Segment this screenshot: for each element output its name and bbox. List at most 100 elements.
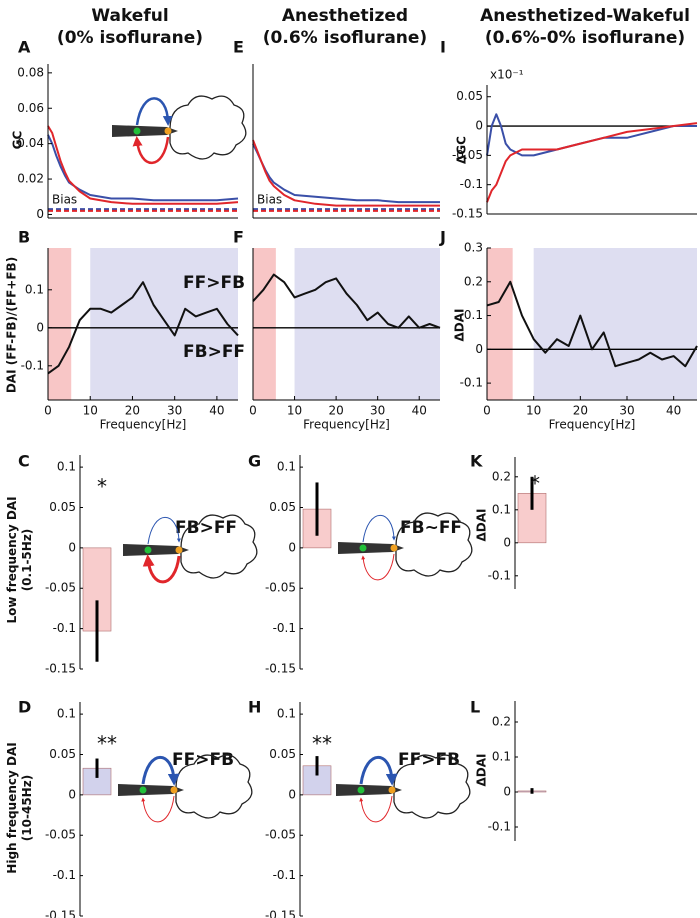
x-axis-label: Frequency[Hz]	[303, 418, 390, 432]
y-tick-label: -0.1	[460, 177, 483, 191]
x-tick-label: 40	[412, 404, 427, 418]
series-line	[486, 113, 697, 157]
annotation: FF>FB	[172, 750, 234, 770]
recording-site	[133, 127, 141, 135]
y-tick-label: -0.1	[21, 358, 44, 372]
annotation: Bias	[52, 193, 77, 207]
fb-arrow	[132, 136, 170, 165]
schematic	[112, 95, 247, 165]
y-tick-label: 0.2	[492, 469, 511, 483]
panel-letter: A	[18, 38, 31, 57]
x-tick-label: 40	[666, 404, 681, 418]
y-tick-label: 0.05	[269, 747, 296, 761]
x-tick-label: 10	[83, 404, 98, 418]
y-tick-label: -0.05	[265, 581, 296, 595]
panel-letter: D	[18, 698, 31, 717]
series-line	[47, 134, 239, 202]
fb-arrow	[359, 795, 393, 823]
annotation: **	[97, 732, 117, 756]
y-tick-label: 0.05	[456, 89, 483, 103]
column-title: (0% isoflurane)	[57, 28, 203, 48]
frequency-band	[48, 248, 72, 400]
y-tick-label: 0.1	[57, 707, 76, 721]
column-title: Wakeful	[91, 6, 168, 26]
series-line	[47, 281, 239, 375]
y-tick-label: 0	[475, 342, 483, 356]
ff-arrow	[135, 97, 173, 126]
x-tick-label: 10	[287, 404, 302, 418]
y-tick-label: 0.1	[464, 308, 483, 322]
y-tick-label: -0.1	[53, 621, 76, 635]
x-tick-label: 0	[249, 404, 257, 418]
y-tick-label: 0.1	[492, 502, 511, 516]
panel-letter: C	[18, 452, 30, 471]
y-tick-label: -0.05	[45, 828, 76, 842]
y-axis-label: ΔDAI	[475, 509, 489, 542]
fb-arrow	[142, 554, 181, 584]
annotation: FB>FF	[175, 518, 237, 538]
cortex-outline	[180, 514, 258, 579]
y-tick-label: -0.05	[265, 828, 296, 842]
series-line	[252, 273, 441, 329]
y-tick-label: -0.15	[265, 662, 296, 676]
annotation: FB>FF	[183, 342, 245, 362]
y-tick-label: -0.15	[452, 207, 483, 221]
recording-site	[359, 544, 367, 552]
y-tick-label: 0	[68, 787, 76, 801]
y-axis-label: DAI (FF-FB)/(FF+FB)	[5, 257, 19, 393]
y-tick-label: -0.1	[273, 868, 296, 882]
y-tick-label: -0.15	[45, 909, 76, 918]
y-tick-label: 0	[503, 535, 511, 549]
fb-arrow	[361, 553, 395, 581]
frequency-band	[90, 248, 238, 400]
recording-site	[170, 786, 178, 794]
y-axis-label: (10-45Hz)	[20, 775, 34, 841]
series-line	[486, 280, 698, 368]
x-tick-label: 30	[370, 404, 385, 418]
frequency-band	[294, 248, 440, 400]
y-tick-label: 0.1	[277, 707, 296, 721]
x-tick-label: 20	[573, 404, 588, 418]
annotation: Bias	[257, 193, 282, 207]
column-title: Anesthetized-Wakeful	[480, 6, 690, 26]
annotation: x10⁻¹	[490, 68, 524, 82]
y-axis-label: ΔGC	[455, 136, 469, 164]
ff-arrow	[141, 755, 180, 786]
y-axis-label: High frequency DAI	[5, 742, 19, 873]
y-tick-label: 0.06	[17, 101, 44, 115]
fb-arrow	[141, 795, 175, 823]
y-axis-label: (0.1-5Hz)	[20, 529, 34, 592]
y-tick-label: 0.04	[17, 136, 44, 150]
y-tick-label: 0.1	[57, 460, 76, 474]
probe	[118, 784, 184, 796]
cortex-outline	[169, 95, 247, 160]
y-axis-label: Low frequency DAI	[5, 496, 19, 623]
ff-arrow	[359, 755, 398, 786]
y-tick-label: 0	[503, 785, 511, 799]
annotation: *	[97, 475, 107, 499]
annotation: FF>FB	[398, 750, 460, 770]
recording-site	[139, 786, 147, 794]
probe	[338, 542, 404, 554]
y-tick-label: 0.3	[464, 241, 483, 255]
panel-letter: F	[233, 228, 244, 247]
y-tick-label: 0	[36, 320, 44, 334]
y-axis-label: ΔDAI	[475, 754, 489, 787]
x-tick-label: 0	[483, 404, 491, 418]
y-tick-label: 0.2	[464, 274, 483, 288]
y-tick-label: 0.1	[25, 282, 44, 296]
recording-site	[144, 546, 152, 554]
probe	[112, 125, 178, 137]
ff-arrow	[147, 516, 181, 545]
cortex-outline	[175, 754, 253, 819]
series-line	[486, 122, 698, 203]
x-axis-label: Frequency[Hz]	[549, 418, 636, 432]
annotation: **	[312, 732, 332, 756]
panel-letter: L	[470, 698, 480, 717]
frequency-band	[533, 248, 697, 400]
frequency-band	[487, 248, 513, 400]
panel-letter: J	[439, 228, 446, 247]
y-tick-label: 0.05	[49, 747, 76, 761]
probe	[336, 784, 402, 796]
